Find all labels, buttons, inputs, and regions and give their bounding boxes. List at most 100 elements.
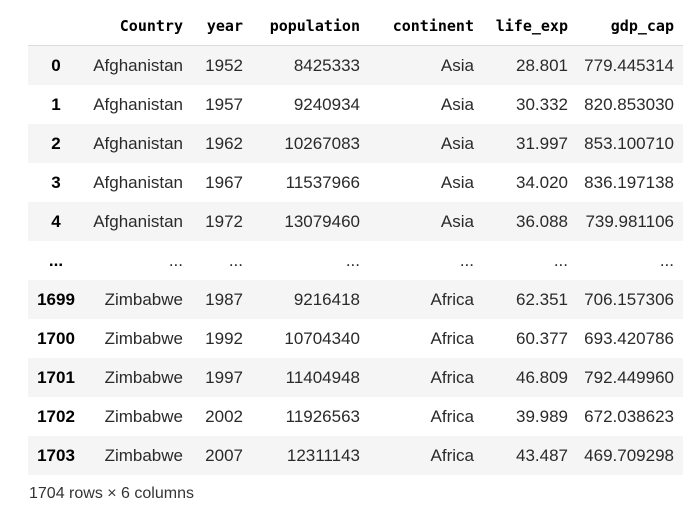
table-cell: ... xyxy=(228,250,243,270)
table-cell: Zimbabwe xyxy=(104,367,183,387)
table-cell: 693.420786 xyxy=(584,328,674,348)
table-cell: Asia xyxy=(440,211,474,231)
table-row: 1703 Zimbabwe 2007 12311143 Africa 43.487 469.… xyxy=(28,436,683,475)
table-row: 0 Afghanistan 1952 8425333 Asia 28.801 779.445… xyxy=(28,45,683,85)
table-cell: 39.989 xyxy=(516,406,568,426)
table-header: Country year population continent life_exp gd… xyxy=(28,7,683,46)
table-cell: Asia xyxy=(440,55,474,75)
table-cell: 1972 xyxy=(205,211,243,231)
table-cell: Asia xyxy=(440,133,474,153)
row-index: 3 xyxy=(51,172,61,192)
table-cell: 12311143 xyxy=(286,445,360,465)
table-cell: 10704340 xyxy=(284,328,360,348)
table-cell: 1957 xyxy=(205,94,243,114)
row-index: 1702 xyxy=(37,406,75,426)
table-cell: Africa xyxy=(430,406,474,426)
row-index: 1700 xyxy=(37,328,75,348)
table-cell: 1962 xyxy=(205,133,243,153)
table-cell: 792.449960 xyxy=(584,367,674,387)
table-cell: 820.853030 xyxy=(584,94,674,114)
table-cell: 779.445314 xyxy=(584,55,674,75)
table-cell: 2002 xyxy=(205,406,243,426)
table-cell: Afghanistan xyxy=(93,55,183,75)
table-cell: 1967 xyxy=(205,172,243,192)
table-cell: 30.332 xyxy=(516,94,568,114)
table-cell: Asia xyxy=(440,94,474,114)
table-cell: Asia xyxy=(440,172,474,192)
column-header: population xyxy=(252,7,369,46)
table-cell: Africa xyxy=(430,289,474,309)
row-index: 2 xyxy=(51,133,61,153)
column-header: Country xyxy=(84,7,192,46)
table-body: 0 Afghanistan 1952 8425333 Asia 28.801 779.445… xyxy=(28,45,683,475)
table-cell: 853.100710 xyxy=(584,133,674,153)
table-row: 1701 Zimbabwe 1997 11404948 Africa 46.809 792.… xyxy=(28,358,683,397)
table-cell: 10267083 xyxy=(284,133,360,153)
ellipsis-row: ..................... xyxy=(28,241,683,280)
table-cell: Zimbabwe xyxy=(104,289,183,309)
table-cell: 739.981106 xyxy=(585,211,674,231)
table-cell: 13079460 xyxy=(284,211,360,231)
table-cell: Africa xyxy=(430,328,474,348)
table-cell: Zimbabwe xyxy=(104,445,183,465)
header-row: Country year population continent life_exp gd… xyxy=(28,7,683,46)
table-cell: 8425333 xyxy=(293,55,360,75)
table-cell: ... xyxy=(345,250,360,270)
table-row: 2 Afghanistan 1962 10267083 Asia 31.997 853.10… xyxy=(28,124,683,163)
table-cell: 46.809 xyxy=(516,367,568,387)
table-cell: Afghanistan xyxy=(93,172,183,192)
column-header: life_exp xyxy=(483,7,577,46)
table-cell: 1987 xyxy=(205,289,243,309)
table-cell: ... xyxy=(459,250,474,270)
row-index: 0 xyxy=(51,55,61,75)
row-index: 4 xyxy=(51,211,61,231)
table-cell: 836.197138 xyxy=(584,172,674,192)
column-header: year xyxy=(192,7,252,46)
table-cell: 60.377 xyxy=(516,328,568,348)
index-header xyxy=(28,7,84,46)
table-cell: 1952 xyxy=(205,55,243,75)
table-row: 4 Afghanistan 1972 13079460 Asia 36.088 739.98… xyxy=(28,202,683,241)
table-cell: 62.351 xyxy=(516,289,568,309)
dataframe-shape-caption: 1704 rows × 6 columns xyxy=(29,485,194,502)
table-cell: Afghanistan xyxy=(93,211,183,231)
table-row: 1 Afghanistan 1957 9240934 Asia 30.332 820.853… xyxy=(28,85,683,124)
table-cell: 36.088 xyxy=(516,211,568,231)
table-cell: 1997 xyxy=(205,367,243,387)
table-cell: 28.801 xyxy=(516,55,568,75)
table-cell: 11404948 xyxy=(285,367,360,387)
dataframe-output: Country year population continent life_exp gd… xyxy=(28,7,683,475)
row-index: 1 xyxy=(51,94,61,114)
table-cell: 1992 xyxy=(205,328,243,348)
row-index: 1703 xyxy=(37,445,75,465)
table-cell: Afghanistan xyxy=(93,133,183,153)
table-cell: 706.157306 xyxy=(584,289,674,309)
table-cell: 2007 xyxy=(205,445,243,465)
table-cell: 469.709298 xyxy=(584,445,674,465)
table-cell: 34.020 xyxy=(516,172,568,192)
row-index: ... xyxy=(48,250,64,270)
table-row: 3 Afghanistan 1967 11537966 Asia 34.020 836.19… xyxy=(28,163,683,202)
row-index: 1701 xyxy=(37,367,75,387)
table-cell: 672.038623 xyxy=(584,406,674,426)
column-header: continent xyxy=(369,7,483,46)
table-cell: 31.997 xyxy=(516,133,568,153)
table-row: 1699 Zimbabwe 1987 9216418 Africa 62.351 706.1… xyxy=(28,280,683,319)
table-cell: Zimbabwe xyxy=(104,328,183,348)
table-cell: 11537966 xyxy=(285,172,360,192)
dataframe-table: Country year population continent life_exp gd… xyxy=(28,7,683,475)
table-cell: ... xyxy=(168,250,183,270)
table-cell: 9240934 xyxy=(293,94,360,114)
table-cell: 9216418 xyxy=(293,289,360,309)
table-row: 1702 Zimbabwe 2002 11926563 Africa 39.989 672.… xyxy=(28,397,683,436)
table-cell: 43.487 xyxy=(516,445,568,465)
table-cell: Africa xyxy=(430,445,474,465)
row-index: 1699 xyxy=(37,289,75,309)
table-cell: 11926563 xyxy=(285,406,360,426)
column-header: gdp_cap xyxy=(577,7,683,46)
table-cell: ... xyxy=(659,250,674,270)
table-row: 1700 Zimbabwe 1992 10704340 Africa 60.377 693.… xyxy=(28,319,683,358)
table-cell: Africa xyxy=(430,367,474,387)
table-cell: Afghanistan xyxy=(93,94,183,114)
table-cell: Zimbabwe xyxy=(104,406,183,426)
